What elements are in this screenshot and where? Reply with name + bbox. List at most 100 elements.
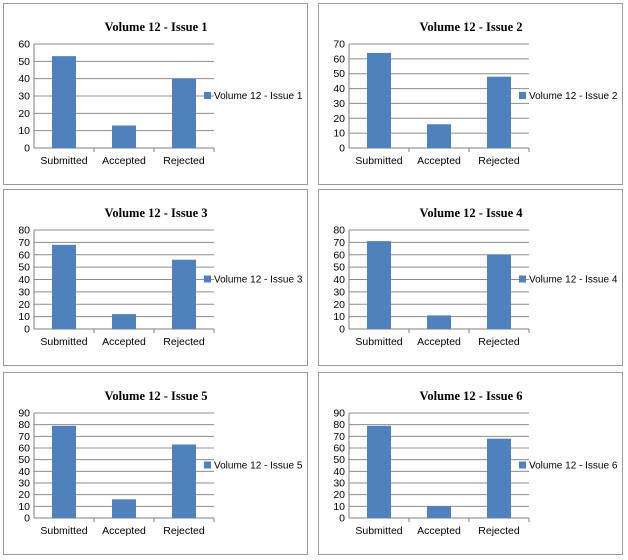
chart-panel-3: Volume 12 - Issue 3 0 10 20 30 40 50 60 70 80 Subm… bbox=[3, 189, 308, 366]
x-tick-label: Accepted bbox=[102, 155, 146, 167]
y-tick-label: 10 bbox=[18, 501, 30, 513]
y-tick-label: 70 bbox=[333, 237, 345, 249]
x-tick-label: Rejected bbox=[478, 336, 520, 348]
chart-title: Volume 12 - Issue 1 bbox=[104, 20, 207, 34]
y-tick-label: 30 bbox=[333, 478, 345, 490]
y-tick-label: 80 bbox=[333, 419, 345, 431]
x-tick-label: Submitted bbox=[355, 155, 402, 167]
x-tick-label: Accepted bbox=[417, 525, 461, 537]
legend-label: Volume 12 - Issue 1 bbox=[214, 91, 303, 102]
legend-label: Volume 12 - Issue 2 bbox=[529, 91, 618, 102]
y-tick-label: 20 bbox=[333, 299, 345, 311]
bar-rejected bbox=[487, 76, 511, 148]
y-tick-label: 50 bbox=[333, 262, 345, 274]
x-tick-label: Submitted bbox=[40, 336, 87, 348]
legend-swatch bbox=[519, 461, 526, 469]
y-tick-label: 50 bbox=[333, 454, 345, 466]
legend-label: Volume 12 - Issue 4 bbox=[529, 275, 618, 286]
y-tick-label: 50 bbox=[18, 454, 30, 466]
y-tick-label: 10 bbox=[333, 128, 345, 140]
x-tick-label: Rejected bbox=[478, 155, 520, 167]
y-tick-label: 20 bbox=[18, 489, 30, 501]
y-tick-label: 60 bbox=[18, 443, 30, 455]
legend-label: Volume 12 - Issue 5 bbox=[214, 461, 303, 472]
chart-title: Volume 12 - Issue 2 bbox=[419, 20, 522, 34]
chart-title: Volume 12 - Issue 4 bbox=[419, 206, 523, 220]
bar-rejected bbox=[487, 438, 511, 518]
y-tick-label: 0 bbox=[339, 513, 345, 525]
chart-title: Volume 12 - Issue 3 bbox=[104, 206, 207, 220]
y-tick-label: 30 bbox=[333, 98, 345, 110]
y-tick-label: 60 bbox=[18, 39, 30, 51]
y-tick-label: 50 bbox=[18, 262, 30, 274]
legend-label: Volume 12 - Issue 6 bbox=[529, 461, 618, 472]
bar-chart-1: Volume 12 - Issue 1 0 10 20 30 40 50 60 Submitte… bbox=[18, 20, 303, 167]
legend-swatch bbox=[204, 92, 211, 99]
bar-accepted bbox=[112, 314, 136, 329]
y-tick-label: 90 bbox=[333, 408, 345, 420]
legend-swatch bbox=[204, 461, 211, 469]
x-tick-label: Accepted bbox=[417, 336, 461, 348]
x-tick-label: Accepted bbox=[102, 336, 146, 348]
y-tick-label: 0 bbox=[24, 513, 30, 525]
y-tick-label: 40 bbox=[333, 466, 345, 478]
y-tick-label: 10 bbox=[333, 311, 345, 323]
bar-accepted bbox=[427, 124, 451, 148]
legend-swatch bbox=[204, 275, 211, 283]
x-tick-label: Rejected bbox=[163, 525, 205, 537]
y-tick-label: 20 bbox=[333, 113, 345, 125]
y-tick-label: 60 bbox=[18, 249, 30, 261]
y-tick-label: 40 bbox=[18, 274, 30, 286]
bar-rejected bbox=[172, 259, 196, 329]
y-tick-label: 20 bbox=[18, 299, 30, 311]
y-tick-label: 30 bbox=[333, 286, 345, 298]
y-tick-label: 40 bbox=[18, 73, 30, 85]
y-tick-label: 70 bbox=[333, 39, 345, 51]
chart-title: Volume 12 - Issue 6 bbox=[419, 389, 522, 403]
bar-rejected bbox=[172, 444, 196, 518]
x-tick-label: Submitted bbox=[40, 155, 87, 167]
y-tick-label: 0 bbox=[24, 143, 30, 155]
y-tick-label: 10 bbox=[333, 501, 345, 513]
chart-title: Volume 12 - Issue 5 bbox=[104, 389, 207, 403]
y-tick-label: 60 bbox=[333, 249, 345, 261]
x-tick-label: Submitted bbox=[40, 525, 87, 537]
bar-accepted bbox=[427, 506, 451, 518]
y-tick-label: 0 bbox=[24, 324, 30, 336]
x-tick-label: Submitted bbox=[355, 525, 402, 537]
y-tick-label: 30 bbox=[18, 91, 30, 103]
bar-accepted bbox=[112, 125, 136, 148]
bar-chart-2: Volume 12 - Issue 2 0 10 20 30 40 50 60 70 Submit… bbox=[333, 20, 618, 167]
chart-panel-4: Volume 12 - Issue 4 0 10 20 30 40 50 60 70 80 Subm… bbox=[318, 189, 623, 366]
y-tick-label: 0 bbox=[339, 324, 345, 336]
y-tick-label: 30 bbox=[18, 478, 30, 490]
bar-submitted bbox=[367, 241, 391, 329]
x-tick-label: Accepted bbox=[417, 155, 461, 167]
bar-submitted bbox=[52, 56, 76, 149]
bar-rejected bbox=[487, 254, 511, 329]
x-tick-label: Accepted bbox=[102, 525, 146, 537]
y-tick-label: 30 bbox=[18, 286, 30, 298]
y-tick-label: 10 bbox=[18, 311, 30, 323]
y-tick-label: 70 bbox=[18, 237, 30, 249]
y-tick-label: 20 bbox=[333, 489, 345, 501]
y-tick-label: 70 bbox=[333, 431, 345, 443]
chart-panel-1: Volume 12 - Issue 1 0 10 20 30 40 50 60 Submitte… bbox=[3, 3, 308, 185]
bar-accepted bbox=[112, 499, 136, 518]
bar-submitted bbox=[52, 244, 76, 329]
y-tick-label: 20 bbox=[18, 108, 30, 120]
y-tick-label: 40 bbox=[333, 274, 345, 286]
y-tick-label: 60 bbox=[333, 443, 345, 455]
legend-swatch bbox=[519, 275, 526, 283]
y-tick-label: 80 bbox=[18, 225, 30, 237]
legend-label: Volume 12 - Issue 3 bbox=[214, 275, 303, 286]
chart-panel-2: Volume 12 - Issue 2 0 10 20 30 40 50 60 70 Submit… bbox=[318, 3, 623, 185]
bar-accepted bbox=[427, 315, 451, 329]
x-tick-label: Rejected bbox=[163, 336, 205, 348]
bar-submitted bbox=[367, 425, 391, 518]
chart-panel-6: Volume 12 - Issue 6 0 10 20 30 40 50 60 70 80 90 Su… bbox=[318, 372, 623, 555]
bar-rejected bbox=[172, 78, 196, 148]
